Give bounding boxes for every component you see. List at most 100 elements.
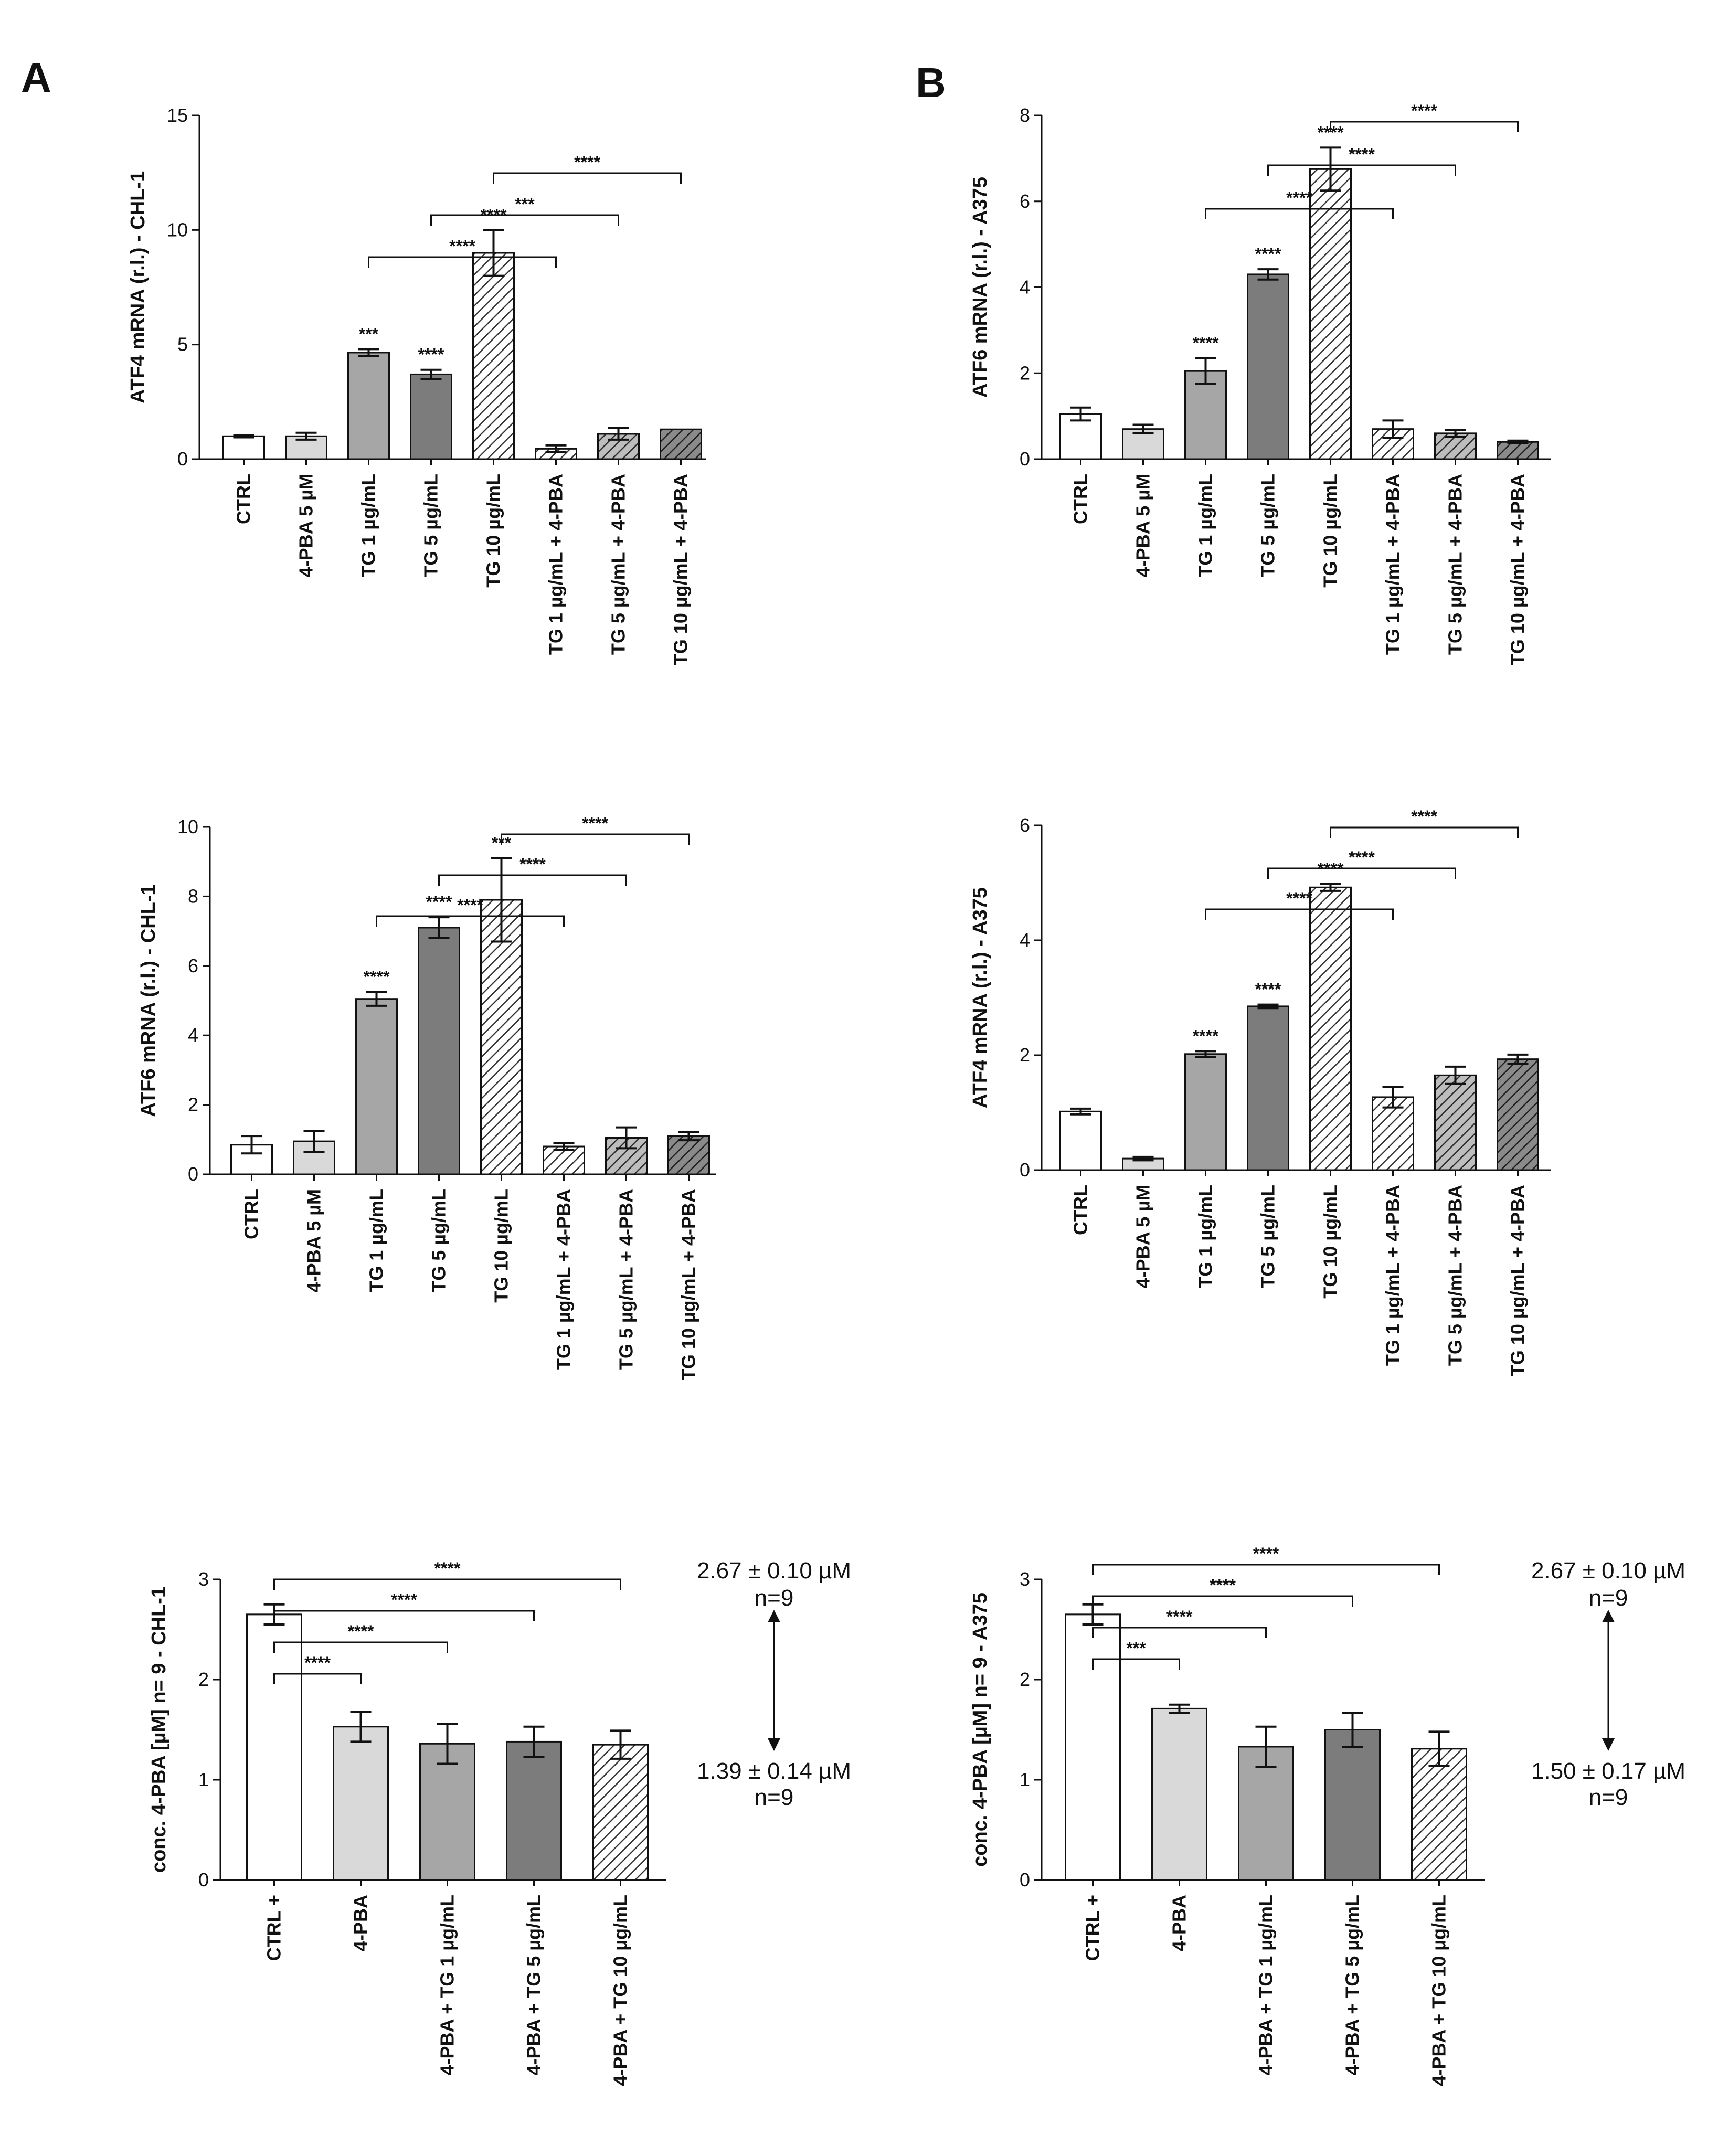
chart-atf4-chl1: 0 5 10 15 ATF4 mRNA (r.l.) - CHL-1 CTRL 4-PBA … bbox=[127, 104, 706, 665]
category-label: 4-PBA 5 µM bbox=[295, 474, 317, 577]
y-tick-label: 6 bbox=[1020, 814, 1030, 836]
category-label: TG 5 µg/mL + 4-PBA bbox=[1445, 474, 1466, 655]
comparison-bracket bbox=[1092, 1658, 1180, 1670]
bar bbox=[1434, 1074, 1477, 1171]
y-tick-label: 2 bbox=[1020, 362, 1030, 384]
bar bbox=[333, 1726, 389, 1881]
comparison-bracket bbox=[1205, 208, 1394, 219]
bar bbox=[1324, 1729, 1381, 1881]
category-label: TG 1 µg/mL bbox=[358, 474, 379, 577]
category-label: TG 5 µg/mL + 4-PBA bbox=[608, 474, 629, 655]
annotation-top-value: 2.67 ± 0.10 µM bbox=[1531, 1558, 1685, 1584]
bar bbox=[667, 1135, 710, 1175]
category-label: TG 10 µg/mL bbox=[491, 1189, 512, 1303]
y-tick-label: 2 bbox=[1020, 1044, 1030, 1066]
y-tick-label: 6 bbox=[188, 955, 198, 976]
comparison-bracket bbox=[273, 1610, 535, 1621]
y-tick-label: 6 bbox=[1020, 190, 1030, 212]
y-tick-label: 8 bbox=[188, 885, 198, 907]
category-label: 4-PBA 5 µM bbox=[1132, 1185, 1154, 1288]
y-axis-label: ATF4 mRNA (r.l.) - A375 bbox=[969, 887, 991, 1108]
category-label: TG 5 µg/mL bbox=[420, 474, 442, 577]
comparison-bracket bbox=[273, 1578, 621, 1590]
annotation-top-value: 2.67 ± 0.10 µM bbox=[697, 1558, 851, 1584]
bar bbox=[347, 352, 390, 460]
comparison-label: **** bbox=[574, 153, 600, 172]
category-label: 4-PBA + TG 10 µg/mL bbox=[610, 1895, 631, 2086]
bar bbox=[1309, 886, 1352, 1171]
category-label: TG 10 µg/mL bbox=[1320, 1185, 1341, 1299]
category-label: CTRL + bbox=[263, 1895, 285, 1961]
category-label: TG 1 µg/mL bbox=[366, 1189, 387, 1292]
bar bbox=[472, 252, 515, 460]
annotation-top-n: n=9 bbox=[1589, 1585, 1628, 1611]
annotation-bottom-n: n=9 bbox=[1589, 1785, 1628, 1810]
comparison-label: **** bbox=[348, 1622, 374, 1641]
comparison-bracket bbox=[1267, 164, 1456, 176]
bar bbox=[246, 1613, 302, 1881]
comparison-label: **** bbox=[449, 237, 475, 256]
bar bbox=[1184, 1053, 1227, 1171]
y-tick-label: 2 bbox=[1020, 1669, 1030, 1690]
bar bbox=[592, 1744, 649, 1881]
comparison-bracket bbox=[1267, 867, 1456, 879]
bar bbox=[222, 435, 265, 460]
y-tick-label: 0 bbox=[1020, 1159, 1030, 1181]
comparison-label: *** bbox=[1126, 1639, 1146, 1658]
category-label: TG 10 µg/mL + 4-PBA bbox=[678, 1189, 699, 1380]
y-tick-label: 4 bbox=[188, 1024, 198, 1046]
comparison-label: **** bbox=[1349, 145, 1375, 164]
comparison-bracket bbox=[273, 1673, 362, 1684]
bar bbox=[419, 1743, 475, 1881]
category-label: TG 1 µg/mL + 4-PBA bbox=[553, 1189, 575, 1370]
comparison-label: **** bbox=[1286, 188, 1312, 207]
category-label: 4-PBA + TG 5 µg/mL bbox=[1342, 1895, 1363, 2075]
bar bbox=[480, 899, 523, 1175]
bar bbox=[1059, 1110, 1102, 1171]
bar bbox=[1372, 428, 1414, 460]
bar bbox=[1497, 441, 1539, 460]
panel-label-b: B bbox=[916, 59, 946, 106]
annotation-bottom-value: 1.39 ± 0.14 µM bbox=[697, 1758, 851, 1784]
bar bbox=[1309, 168, 1352, 460]
y-tick-label: 1 bbox=[198, 1769, 209, 1790]
category-label: TG 10 µg/mL + 4-PBA bbox=[1507, 474, 1529, 665]
y-tick-label: 0 bbox=[188, 1163, 198, 1185]
annotation-a375: 2.67 ± 0.10 µM n=9 1.50 ± 0.17 µM n=9 bbox=[1531, 1558, 1685, 1810]
category-label: TG 1 µg/mL + 4-PBA bbox=[1382, 474, 1404, 655]
comparison-bracket bbox=[376, 915, 565, 927]
comparison-bracket bbox=[501, 833, 690, 845]
category-label: TG 10 µg/mL + 4-PBA bbox=[1507, 1185, 1529, 1376]
category-label: TG 10 µg/mL + 4-PBA bbox=[670, 474, 692, 665]
annotation-bottom-value: 1.50 ± 0.17 µM bbox=[1531, 1758, 1685, 1784]
panel-label-a: A bbox=[21, 54, 51, 101]
bar bbox=[660, 428, 702, 460]
bar bbox=[418, 927, 460, 1175]
category-label: TG 1 µg/mL bbox=[1195, 474, 1216, 577]
y-tick-label: 3 bbox=[198, 1568, 209, 1590]
category-label: TG 5 µg/mL + 4-PBA bbox=[616, 1189, 637, 1370]
annotation-bottom-n: n=9 bbox=[755, 1785, 794, 1810]
chart-pba-conc-a375: 0 1 2 3 conc. 4-PBA [µM] n= 9 - A375 CTRL + 4-… bbox=[969, 1544, 1485, 2086]
significance-label: **** bbox=[418, 345, 444, 364]
bar bbox=[1151, 1707, 1207, 1881]
y-tick-label: 4 bbox=[1020, 929, 1030, 951]
significance-label: **** bbox=[1193, 1026, 1219, 1045]
significance-label: **** bbox=[426, 893, 452, 911]
category-label: 4-PBA + TG 1 µg/mL bbox=[437, 1895, 458, 2075]
y-tick-label: 0 bbox=[1020, 448, 1030, 470]
category-label: 4-PBA 5 µM bbox=[1132, 474, 1154, 577]
category-label: TG 1 µg/mL + 4-PBA bbox=[545, 474, 567, 655]
comparison-label: **** bbox=[1286, 889, 1312, 908]
y-axis-label: conc. 4-PBA [µM] n= 9 - CHL-1 bbox=[148, 1587, 170, 1873]
comparison-label: **** bbox=[1210, 1576, 1236, 1595]
bar bbox=[1247, 1005, 1289, 1171]
y-tick-label: 4 bbox=[1020, 277, 1030, 298]
comparison-bracket bbox=[1092, 1564, 1440, 1575]
category-label: CTRL + bbox=[1082, 1895, 1104, 1961]
category-label: CTRL bbox=[1070, 1185, 1091, 1235]
comparison-label: **** bbox=[582, 814, 608, 833]
y-tick-label: 8 bbox=[1020, 104, 1030, 126]
category-label: TG 10 µg/mL bbox=[1320, 474, 1341, 588]
